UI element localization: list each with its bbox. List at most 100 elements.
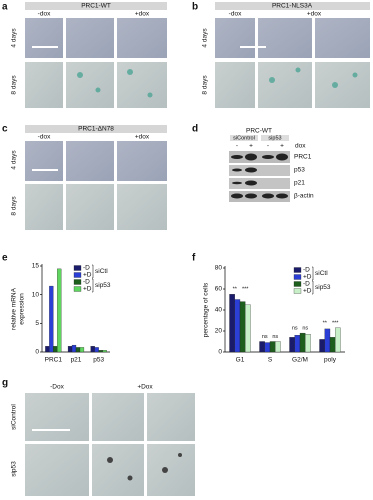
bar (259, 341, 265, 353)
panel-title: PRC1-NLS3A (272, 3, 313, 10)
legend-label: -D (83, 279, 90, 286)
micrograph (315, 18, 370, 58)
column-label: +dox (307, 11, 322, 18)
panel-label: a (2, 2, 8, 13)
row-label: 8 days (202, 75, 209, 95)
bar (98, 350, 103, 353)
y-tick-label: 5 (35, 320, 39, 327)
panel-b: b PRC1-NLS3A -dox +dox 4 days 8 days (192, 2, 370, 108)
micrograph (117, 184, 167, 230)
bar (75, 347, 81, 353)
y-tick-label: 40 (215, 307, 223, 314)
column-label: -dox (229, 11, 242, 18)
dox-label: dox (295, 143, 306, 150)
legend-label: +D (83, 272, 92, 279)
legend-group: sip53 (315, 284, 331, 291)
cell (127, 69, 133, 75)
y-tick-label: 10 (32, 291, 40, 298)
micrograph (25, 444, 89, 496)
band (276, 193, 288, 199)
band-label: β-actin (294, 193, 314, 200)
panel-g: g -Dox +Dox siControl sip53 (2, 378, 195, 496)
bar (294, 335, 301, 353)
y-tick-label: 15 (32, 263, 40, 270)
cell (352, 72, 358, 78)
group-bar (230, 135, 258, 141)
micrograph (215, 62, 255, 108)
column-label: +dox (135, 11, 150, 18)
micrograph (66, 18, 114, 58)
bar (53, 346, 58, 353)
bar (57, 268, 62, 353)
micrograph (66, 184, 114, 230)
dox-sign: + (249, 143, 253, 150)
group-label: siControl (233, 135, 255, 141)
legend-label: -D (303, 267, 310, 274)
header-bar (25, 2, 167, 10)
x-tick-label: G2/M (292, 357, 308, 364)
y-tick-label: 80 (215, 265, 223, 272)
cell (178, 453, 182, 457)
bar (319, 339, 325, 353)
blot-strip (229, 191, 290, 202)
bar (329, 337, 336, 353)
micrograph (92, 444, 144, 496)
bar (234, 299, 241, 353)
row-label: sip53 (11, 461, 18, 477)
significance: ** (233, 287, 238, 293)
legend-label: +D (303, 288, 312, 295)
legend-label: +D (303, 274, 312, 281)
x-tick-label: S (268, 357, 273, 364)
panel-c: c PRC1-ΔN78 -dox +dox 4 days 8 days (2, 124, 167, 230)
column-label: -dox (38, 11, 51, 18)
micrograph (258, 62, 312, 108)
panel-label: e (2, 253, 8, 264)
dox-sign: + (280, 143, 284, 150)
bar (269, 341, 276, 353)
panel-label: b (192, 2, 198, 13)
header-bar (215, 2, 370, 10)
band (231, 155, 243, 159)
row-label: 8 days (11, 196, 18, 216)
band (245, 153, 257, 161)
significance: *** (332, 320, 339, 326)
legend-label: -D (303, 281, 310, 288)
cell (162, 467, 168, 473)
header-bar (25, 125, 167, 133)
micrograph (25, 18, 63, 58)
significance: ns (262, 334, 268, 340)
cell (147, 92, 153, 98)
bar (94, 347, 99, 353)
row-label: 4 days (11, 150, 18, 170)
blot-strip (229, 151, 290, 163)
panel-title: PRC1-ΔN78 (78, 126, 114, 133)
cell (332, 82, 338, 88)
panel-d: d PRC-WT siControl sip53 - + - + dox PRC… (192, 124, 314, 202)
band (262, 193, 274, 199)
legend-swatch (73, 272, 82, 278)
significance: ns (292, 326, 298, 332)
micrograph (25, 141, 63, 181)
dox-sign: - (267, 143, 269, 150)
cell (269, 77, 275, 83)
x-tick-label: p21 (71, 357, 82, 364)
micrograph (66, 141, 114, 181)
cell (77, 72, 83, 78)
panel-title: PRC1-WT (81, 3, 111, 10)
band (232, 181, 242, 185)
micrograph (315, 62, 370, 108)
bar (79, 347, 85, 353)
cell (95, 87, 101, 93)
column-label: -Dox (50, 384, 64, 391)
micrograph (147, 393, 195, 441)
panel-label: g (2, 378, 8, 389)
band (232, 168, 242, 172)
row-label: 8 days (11, 75, 18, 95)
band-label: p21 (294, 180, 305, 187)
bar (299, 332, 306, 353)
blot-strip (229, 165, 290, 176)
micrograph (258, 18, 312, 58)
band-label: PRC1 (294, 154, 312, 161)
band (245, 167, 257, 173)
